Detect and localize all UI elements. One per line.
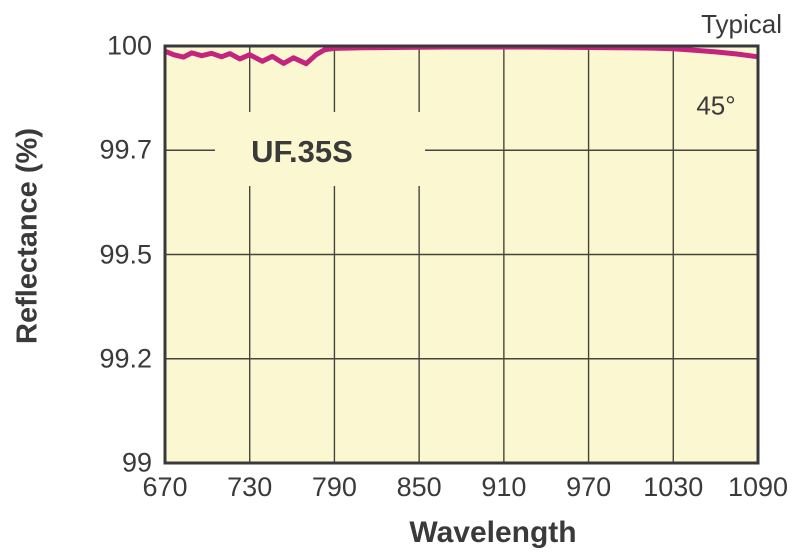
plot-border: [163, 44, 760, 465]
product-label: UF.35S: [251, 134, 353, 169]
angle-annotation: 45°: [696, 90, 736, 121]
series-line: [164, 44, 759, 67]
y-axis-title: Reflectance (%): [11, 128, 44, 344]
product-label-mask: [215, 112, 425, 186]
typical-annotation: Typical: [701, 9, 782, 39]
x-axis-title: Wavelength: [409, 516, 577, 549]
